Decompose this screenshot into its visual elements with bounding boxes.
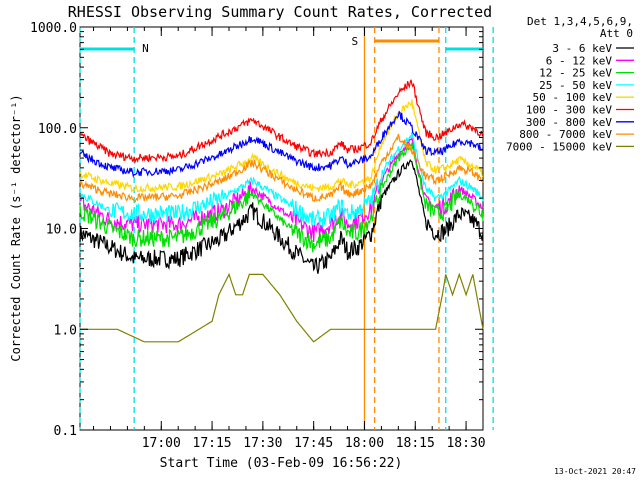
y-tick-label: 1000.0 [30,21,77,36]
annotation-layer: NS [79,27,494,430]
legend-entry-label: 6 - 12 keV [546,54,613,67]
series-line [79,133,484,203]
legend-entry-label: 7000 - 15000 keV [506,140,612,153]
x-tick-label: 17:00 [142,436,181,451]
legend-header: Det 1,3,4,5,6,9, [527,15,633,28]
y-tick-label: 100.0 [38,122,77,137]
x-tick-label: 17:15 [193,436,232,451]
x-tick-label: 18:00 [345,436,384,451]
legend-entry-label: 100 - 300 keV [526,104,612,117]
series-line [80,272,484,343]
x-tick-label: 17:45 [294,436,333,451]
series-layer [79,79,484,343]
saa-label: S [351,35,358,48]
axis-layer: 0.1 1.0 10.0 100.0 1000.0 17:00 17:15 17:30 17:4… [30,21,486,451]
x-tick-label: 17:30 [243,436,282,451]
series-line [79,99,484,194]
legend-header: Att 0 [600,27,633,40]
legend-entry-label: 25 - 50 keV [539,79,612,92]
x-axis-label: Start Time (03-Feb-09 16:56:22) [160,456,403,471]
legend-entry-label: 12 - 25 keV [539,67,612,80]
x-tick-label: 18:30 [446,436,485,451]
y-tick-label: 0.1 [54,424,77,439]
footer-date: 13-Oct-2021 20:47 [554,467,636,476]
series-line [79,110,484,178]
x-tick-label: 18:15 [396,436,435,451]
series-line [79,79,484,165]
series-line [79,158,484,274]
chart-title: RHESSI Observing Summary Count Rates, Co… [68,3,492,21]
y-tick-label: 10.0 [46,223,77,238]
series-line [79,141,484,253]
y-tick-label: 1.0 [54,323,77,338]
y-axis-label: Corrected Count Rate (s⁻¹ detector⁻¹) [9,94,23,361]
legend-entry-label: 800 - 7000 keV [519,128,612,141]
series-line [79,131,484,228]
night-label: N [142,42,149,55]
legend-entry-label: 300 - 800 keV [526,116,612,129]
legend-entry-label: 50 - 100 keV [533,91,613,104]
legend-entry-label: 3 - 6 keV [552,42,612,55]
